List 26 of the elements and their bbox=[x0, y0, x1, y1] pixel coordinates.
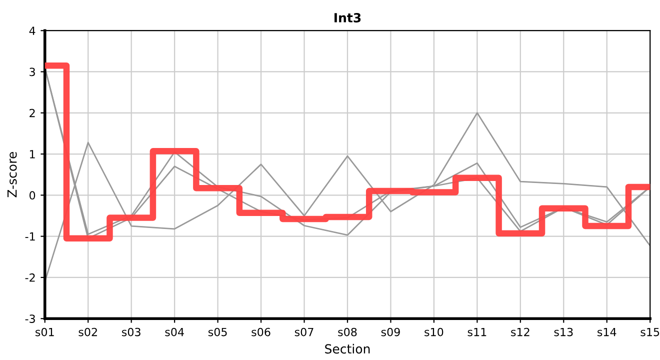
x-tick-label: s11 bbox=[468, 328, 486, 336]
y-tick-label: -1 bbox=[25, 232, 35, 241]
y-tick-label: 3 bbox=[30, 68, 35, 76]
x-tick-label: s04 bbox=[165, 328, 184, 336]
x-tick-label: s07 bbox=[294, 328, 314, 336]
x-tick-label: s13 bbox=[554, 328, 573, 336]
x-tick-label: s06 bbox=[252, 328, 270, 336]
x-tick-label: s05 bbox=[208, 328, 227, 336]
y-axis-title: Z-score bbox=[8, 152, 17, 198]
y-tick-label: -3 bbox=[25, 314, 35, 323]
x-tick-label: s08 bbox=[338, 328, 357, 336]
y-tick-label: 2 bbox=[30, 108, 35, 118]
x-tick-label: s14 bbox=[598, 328, 616, 336]
chart-title: Int3 bbox=[334, 12, 361, 22]
x-tick-label: s15 bbox=[640, 328, 660, 336]
x-tick-label: s03 bbox=[122, 328, 140, 336]
x-tick-label: s12 bbox=[511, 328, 530, 336]
x-tick-label: s09 bbox=[381, 328, 400, 336]
x-tick-label: s01 bbox=[36, 328, 54, 336]
x-axis-title: Section bbox=[325, 344, 370, 354]
y-tick-label: 4 bbox=[29, 26, 36, 35]
y-tick-label: 0 bbox=[30, 191, 36, 200]
y-tick-label: -2 bbox=[25, 273, 35, 282]
x-tick-label: s02 bbox=[78, 328, 97, 336]
x-tick-label: s10 bbox=[424, 328, 444, 336]
y-tick-label: 1 bbox=[30, 150, 35, 158]
